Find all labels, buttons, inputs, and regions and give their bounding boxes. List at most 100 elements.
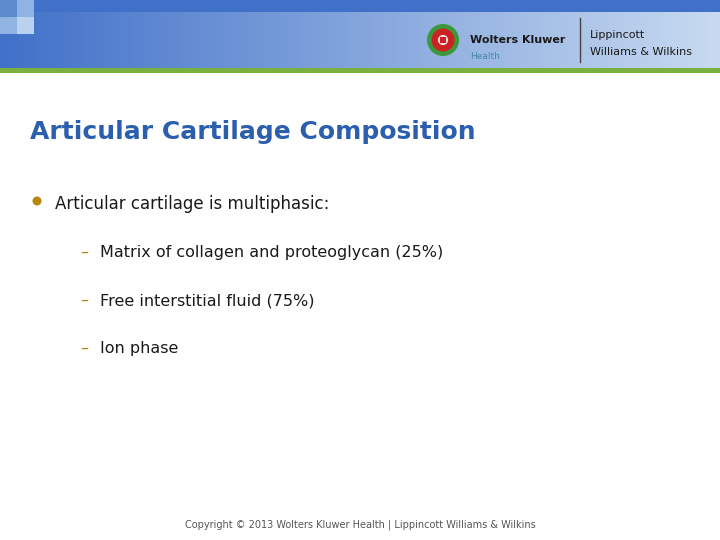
Bar [552, 12, 557, 68]
Bar [182, 12, 187, 68]
Bar [595, 12, 600, 68]
Bar [24, 12, 29, 68]
Text: Copyright © 2013 Wolters Kluwer Health | Lippincott Williams & Wilkins: Copyright © 2013 Wolters Kluwer Health |… [184, 520, 536, 530]
Bar [528, 12, 533, 68]
Bar [72, 12, 77, 68]
Bar [283, 12, 288, 68]
Bar [211, 12, 216, 68]
Bar [557, 12, 562, 68]
Bar [341, 12, 346, 68]
Bar [567, 12, 571, 68]
Bar [149, 12, 153, 68]
Bar [216, 12, 221, 68]
Bar [67, 12, 72, 68]
Bar [629, 12, 634, 68]
Bar [9, 12, 14, 68]
Bar [207, 12, 211, 68]
Bar [590, 12, 595, 68]
Bar [197, 12, 202, 68]
Text: Matrix of collagen and proteoglycan (25%): Matrix of collagen and proteoglycan (25%… [100, 245, 444, 260]
Bar [470, 12, 475, 68]
Bar [230, 12, 235, 68]
Bar [81, 12, 86, 68]
Text: Lippincott: Lippincott [590, 30, 645, 40]
Bar [643, 12, 648, 68]
Bar [302, 12, 307, 68]
Bar [0, 68, 720, 73]
Bar [696, 12, 701, 68]
Bar [451, 12, 456, 68]
Bar [523, 12, 528, 68]
Bar [115, 12, 120, 68]
Bar [490, 12, 495, 68]
Bar [518, 12, 523, 68]
Text: Ion phase: Ion phase [100, 341, 179, 356]
Bar [437, 12, 441, 68]
Bar [379, 12, 384, 68]
Bar [461, 12, 466, 68]
Bar [254, 12, 259, 68]
Bar [614, 12, 619, 68]
Bar [657, 12, 662, 68]
Bar [369, 12, 374, 68]
Bar [547, 12, 552, 68]
Bar [672, 12, 677, 68]
Text: Williams & Wilkins: Williams & Wilkins [590, 47, 692, 57]
Bar [163, 12, 168, 68]
Text: Free interstitial fluid (75%): Free interstitial fluid (75%) [100, 293, 315, 308]
Bar [168, 12, 173, 68]
Bar [504, 12, 509, 68]
Bar [0, 0, 720, 12]
Bar [187, 12, 192, 68]
Bar [441, 12, 446, 68]
Bar [192, 12, 197, 68]
Bar [91, 12, 96, 68]
Bar [418, 12, 423, 68]
Bar [5, 12, 9, 68]
Bar [322, 12, 326, 68]
Bar [509, 12, 513, 68]
Bar [374, 12, 379, 68]
Bar [307, 12, 312, 68]
Bar [715, 12, 720, 68]
Bar [423, 12, 427, 68]
Bar [317, 12, 322, 68]
Bar [297, 12, 302, 68]
Bar [456, 12, 461, 68]
Bar [17, 0, 34, 17]
Text: –: – [80, 341, 88, 356]
Bar [639, 12, 643, 68]
Bar [173, 12, 178, 68]
Bar [120, 12, 125, 68]
Bar [533, 12, 538, 68]
Text: –: – [80, 245, 88, 260]
Bar [384, 12, 389, 68]
Bar [101, 12, 106, 68]
Text: –: – [80, 293, 88, 308]
Bar [153, 12, 158, 68]
Text: Health: Health [470, 52, 500, 61]
Circle shape [32, 197, 42, 206]
Bar [499, 12, 504, 68]
Bar [53, 12, 58, 68]
Bar [351, 12, 355, 68]
Bar [312, 12, 317, 68]
Bar [581, 12, 585, 68]
Bar [475, 12, 480, 68]
Bar [269, 12, 274, 68]
Bar [274, 12, 279, 68]
Bar [610, 12, 614, 68]
Circle shape [438, 35, 448, 45]
Bar [346, 12, 351, 68]
Bar [326, 12, 331, 68]
Circle shape [431, 29, 454, 51]
Bar [43, 12, 48, 68]
Bar [585, 12, 590, 68]
Bar [686, 12, 691, 68]
Bar [571, 12, 576, 68]
Bar [365, 12, 369, 68]
Bar [480, 12, 485, 68]
Bar [538, 12, 542, 68]
Bar [48, 12, 53, 68]
Bar [336, 12, 341, 68]
